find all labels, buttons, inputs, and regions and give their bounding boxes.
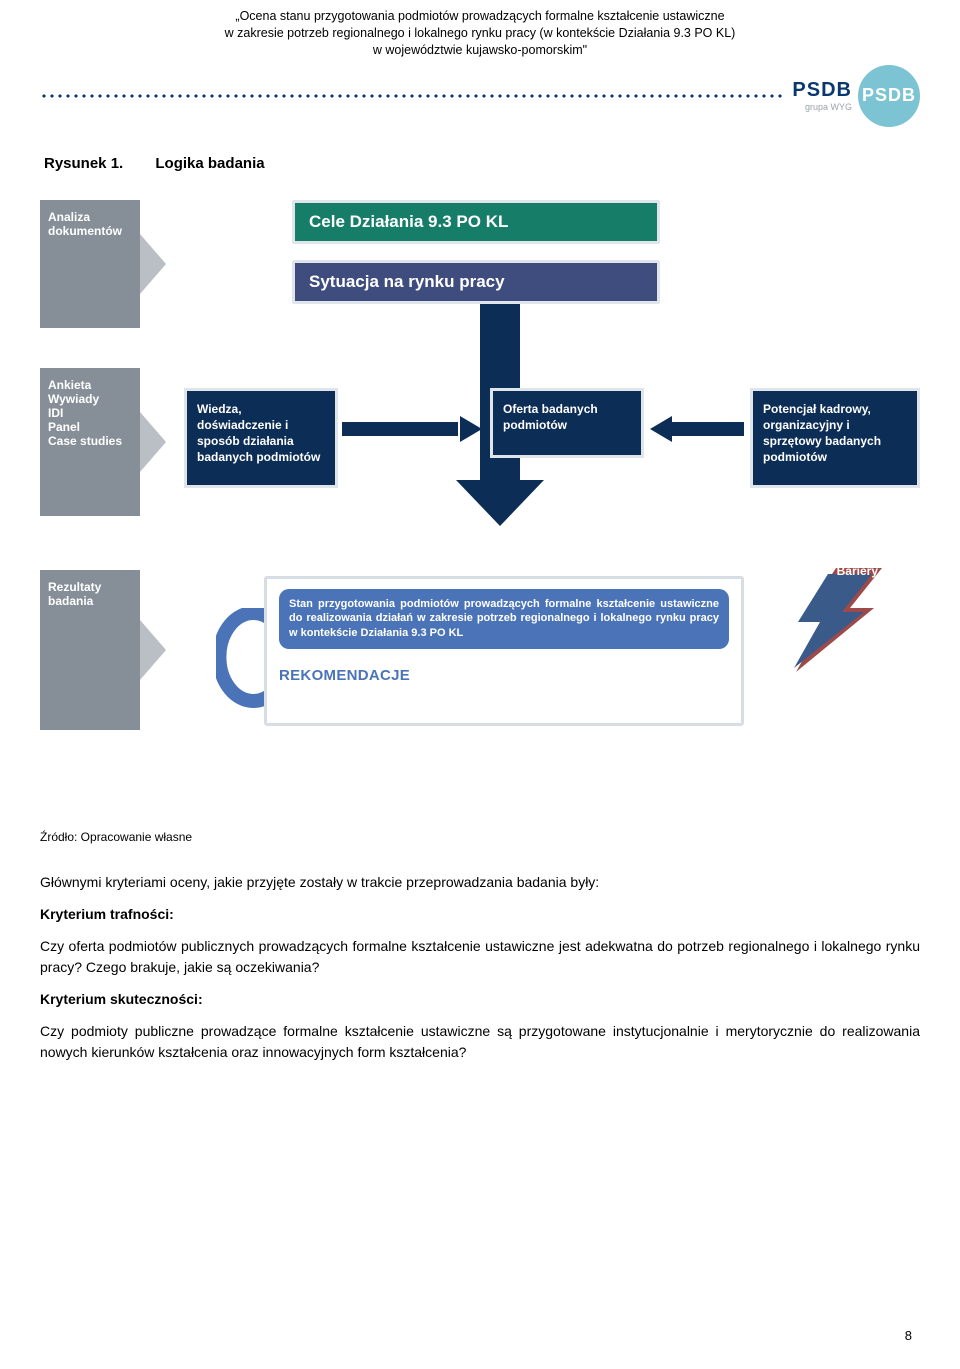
- pill-sytuacja-text: Sytuacja na rynku pracy: [309, 272, 505, 292]
- leftcol-analiza: Analiza dokumentów: [40, 200, 140, 328]
- result-stan: Stan przygotowania podmiotów prowadzącyc…: [279, 589, 729, 650]
- header-divider: PSDB grupa WYG PSDB: [40, 65, 920, 127]
- dots-line: [40, 93, 782, 99]
- header-line2: w zakresie potrzeb regionalnego i lokaln…: [40, 25, 920, 42]
- arrow-right-icon: [342, 416, 482, 442]
- kryterium1-text: Czy oferta podmiotów publicznych prowadz…: [40, 936, 920, 979]
- source-line: Źródło: Opracowanie własne: [40, 828, 920, 847]
- box-potencjal-text: Potencjał kadrowy, organizacyjny i sprzę…: [763, 402, 881, 465]
- kryterium1-title: Kryterium trafności:: [40, 904, 920, 926]
- box-oferta: Oferta badanych podmiotów: [490, 388, 644, 458]
- chevron-right-icon: [140, 412, 166, 472]
- kryterium2-text: Czy podmioty publiczne prowadzące formal…: [40, 1021, 920, 1064]
- chevron-right-icon: [140, 620, 166, 680]
- pill-cele-text: Cele Działania 9.3 PO KL: [309, 212, 508, 232]
- kryterium2-title: Kryterium skuteczności:: [40, 989, 920, 1011]
- figure-title: Logika badania: [155, 155, 264, 172]
- result-rekomendacje: REKOMENDACJE: [279, 667, 729, 684]
- box-wiedza: Wiedza, doświadczenie i sposób działania…: [184, 388, 338, 488]
- pill-sytuacja: Sytuacja na rynku pracy: [292, 260, 660, 304]
- figure-label: Rysunek 1.: [44, 155, 123, 172]
- leftcol-methods-text: Ankieta Wywiady IDI Panel Case studies: [48, 378, 122, 448]
- bariery-label: Bariery: [837, 564, 878, 578]
- leftcol-analiza-text: Analiza dokumentów: [48, 210, 122, 238]
- arrow-left-icon: [650, 416, 744, 442]
- header-line3: w województwie kujawsko-pomorskim": [40, 42, 920, 59]
- body-text: Źródło: Opracowanie własne Głównymi kryt…: [40, 828, 920, 1064]
- bariery-bolt: Bariery: [764, 564, 884, 674]
- result-box: Stan przygotowania podmiotów prowadzącyc…: [264, 576, 744, 726]
- body-p1: Głównymi kryteriami oceny, jakie przyjęt…: [40, 872, 920, 894]
- figure-caption: Rysunek 1. Logika badania: [44, 155, 920, 172]
- header-line1: „Ocena stanu przygotowania podmiotów pro…: [40, 8, 920, 25]
- chevron-right-icon: [140, 234, 166, 294]
- pill-cele: Cele Działania 9.3 PO KL: [292, 200, 660, 244]
- box-potencjal: Potencjał kadrowy, organizacyjny i sprzę…: [750, 388, 920, 488]
- doc-header: „Ocena stanu przygotowania podmiotów pro…: [40, 0, 920, 61]
- page-number: 8: [905, 1328, 912, 1343]
- logo-text-big: PSDB: [792, 79, 852, 102]
- logic-diagram: Analiza dokumentów Ankieta Wywiady IDI P…: [40, 200, 920, 790]
- box-oferta-text: Oferta badanych podmiotów: [503, 402, 598, 432]
- leftcol-results-text: Rezultaty badania: [48, 580, 101, 608]
- leftcol-methods: Ankieta Wywiady IDI Panel Case studies: [40, 368, 140, 516]
- leftcol-results: Rezultaty badania: [40, 570, 140, 730]
- logo: PSDB grupa WYG PSDB: [782, 65, 920, 127]
- box-wiedza-text: Wiedza, doświadczenie i sposób działania…: [197, 402, 320, 465]
- logo-circle: PSDB: [858, 65, 920, 127]
- logo-text-small: grupa WYG: [792, 102, 852, 112]
